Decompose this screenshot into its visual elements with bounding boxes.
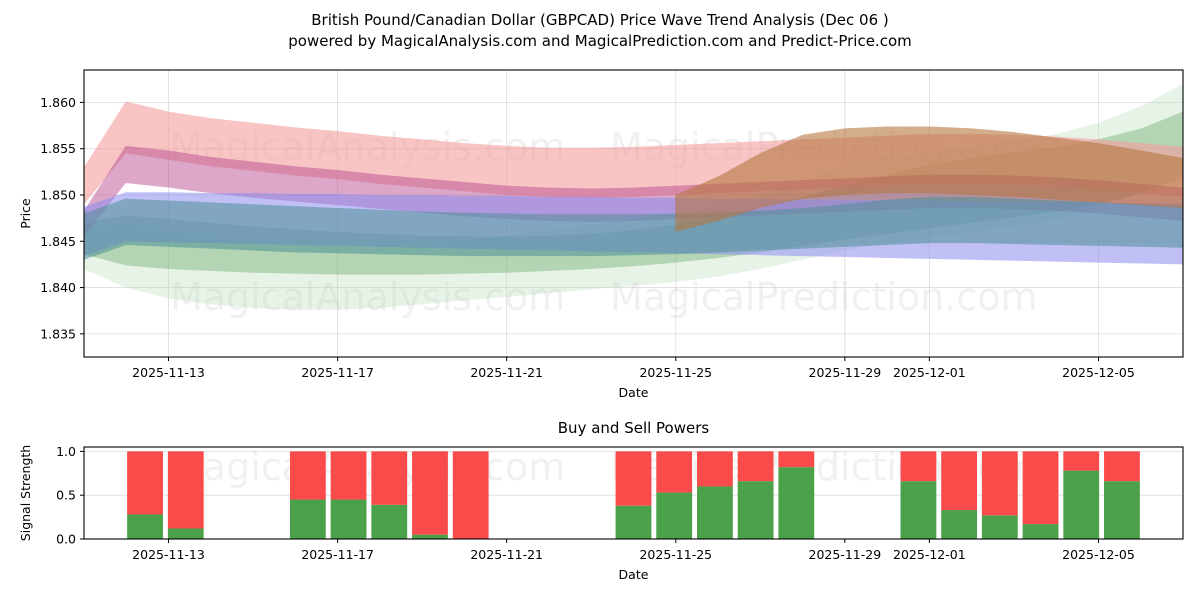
bar-buy-13[interactable]	[615, 505, 652, 539]
powers-title: Buy and Sell Powers	[558, 419, 710, 437]
price-plot-frame	[83, 69, 1184, 358]
bar-buy-25[interactable]	[1104, 481, 1140, 539]
bar-sell-5[interactable]	[289, 451, 326, 500]
powers-xtick-label-2: 2025-11-21	[470, 547, 543, 562]
band-brown	[675, 126, 1183, 233]
powers-xtick-label-3: 2025-11-25	[639, 547, 712, 562]
powers-xtick-label-4: 2025-11-29	[809, 547, 882, 562]
bar-sell-15[interactable]	[696, 451, 733, 487]
bar-sell-21[interactable]	[941, 451, 978, 511]
price-xtick-label-5: 2025-12-01	[893, 365, 966, 380]
bar-sell-2[interactable]	[167, 451, 204, 529]
bar-sell-25[interactable]	[1104, 451, 1140, 482]
price-xtick-label-4: 2025-11-29	[809, 365, 882, 380]
bar-buy-15[interactable]	[696, 486, 733, 539]
price-xaxis-title: Date	[619, 385, 649, 400]
bar-sell-22[interactable]	[981, 451, 1018, 516]
watermark-left-2: MagicalAnalysis.com	[170, 445, 565, 489]
bar-sell-23[interactable]	[1022, 451, 1059, 525]
bar-buy-22[interactable]	[981, 515, 1018, 539]
watermark-left-1: MagicalAnalysis.com	[170, 275, 565, 319]
price-xtick-label-3: 2025-11-25	[639, 365, 712, 380]
bar-buy-1[interactable]	[127, 514, 163, 539]
price-xtick-label-2: 2025-11-21	[470, 365, 543, 380]
bar-sell-14[interactable]	[656, 451, 693, 493]
bar-sell-7[interactable]	[371, 451, 408, 505]
title-line-2: powered by MagicalAnalysis.com and Magic…	[288, 32, 912, 50]
bar-buy-17[interactable]	[778, 467, 815, 539]
price-ytick-label-1: 1.840	[40, 280, 76, 295]
price-xtick-label-0: 2025-11-13	[132, 365, 205, 380]
powers-xtick-label-0: 2025-11-13	[132, 547, 205, 562]
bar-sell-17[interactable]	[778, 451, 815, 468]
band-magenta	[84, 145, 1183, 237]
bar-buy-20[interactable]	[900, 481, 937, 539]
band-teal	[84, 196, 1183, 260]
bar-sell-16[interactable]	[737, 451, 774, 482]
title-line-1: British Pound/Canadian Dollar (GBPCAD) P…	[311, 11, 889, 29]
bar-sell-6[interactable]	[330, 451, 367, 500]
powers-ytick-label-1: 0.5	[56, 488, 76, 503]
bar-buy-7[interactable]	[371, 504, 408, 539]
bar-buy-14[interactable]	[656, 492, 693, 539]
bar-sell-24[interactable]	[1063, 451, 1100, 471]
price-xtick-label-1: 2025-11-17	[301, 365, 374, 380]
bar-buy-2[interactable]	[167, 528, 204, 539]
price-ytick-label-3: 1.850	[40, 187, 76, 202]
powers-ytick-label-0: 0.0	[56, 532, 76, 547]
price-ytick-label-2: 1.845	[40, 234, 76, 249]
price-xtick-label-6: 2025-12-05	[1062, 365, 1135, 380]
powers-xaxis-title: Date	[619, 567, 649, 582]
bar-buy-16[interactable]	[737, 481, 774, 539]
bar-sell-8[interactable]	[412, 451, 448, 535]
bar-sell-9[interactable]	[452, 451, 489, 539]
price-ytick-label-4: 1.855	[40, 141, 76, 156]
powers-xtick-label-6: 2025-12-05	[1062, 547, 1135, 562]
powers-xtick-label-5: 2025-12-01	[893, 547, 966, 562]
bar-sell-1[interactable]	[127, 451, 163, 515]
bar-sell-20[interactable]	[900, 451, 937, 482]
powers-plot-frame	[83, 446, 1184, 540]
page-title: British Pound/Canadian Dollar (GBPCAD) P…	[0, 10, 1200, 52]
powers-yaxis-title: Signal Strength	[18, 445, 33, 541]
price-ytick-label-5: 1.860	[40, 95, 76, 110]
powers-xtick-label-1: 2025-11-17	[301, 547, 374, 562]
bar-buy-5[interactable]	[289, 499, 326, 539]
bar-buy-23[interactable]	[1022, 524, 1059, 539]
bar-sell-13[interactable]	[615, 451, 652, 506]
bar-buy-24[interactable]	[1063, 470, 1100, 539]
bar-buy-6[interactable]	[330, 499, 367, 539]
bar-buy-8[interactable]	[412, 534, 448, 539]
bar-buy-21[interactable]	[941, 510, 978, 539]
powers-ytick-label-2: 1.0	[56, 444, 76, 459]
price-yaxis-title: Price	[18, 198, 33, 229]
watermark-right-1: MagicalPrediction.com	[610, 275, 1038, 319]
price-ytick-label-0: 1.835	[40, 326, 76, 341]
